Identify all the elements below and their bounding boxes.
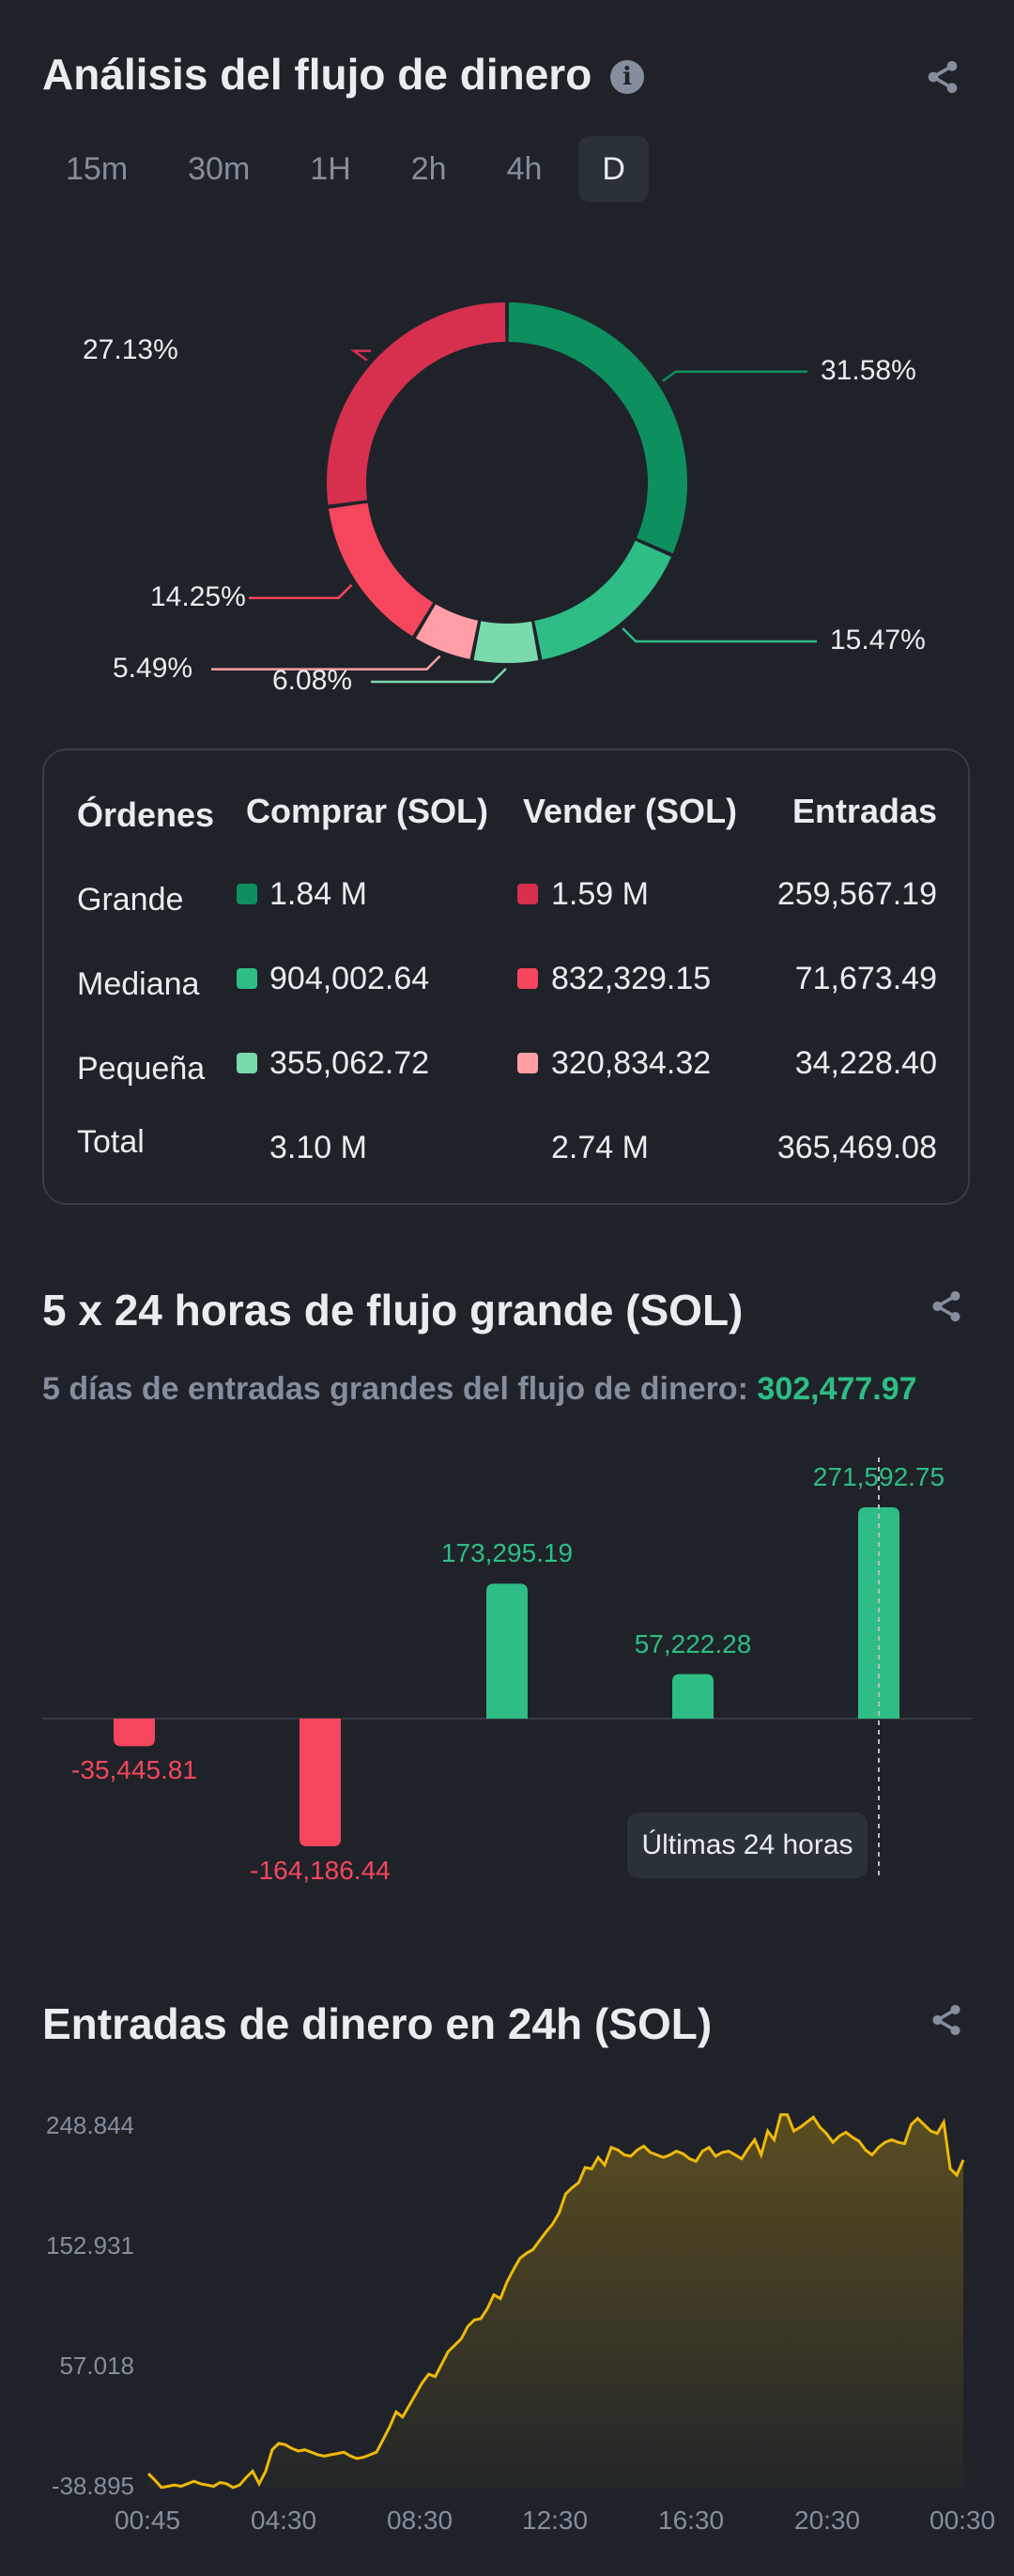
tab-30m[interactable]: 30m: [188, 151, 251, 187]
donut-percent-label: 31.58%: [821, 354, 916, 386]
flow-bar[interactable]: [858, 1507, 899, 1719]
tab-d[interactable]: D: [578, 136, 649, 202]
donut-percent-label: 6.08%: [272, 664, 353, 696]
x-axis-tick: 08:30: [387, 2506, 453, 2535]
share-icon[interactable]: [924, 58, 961, 96]
inflow-24h-title: Entradas de dinero en 24h (SOL): [42, 1999, 713, 2048]
bar-value-label: 173,295.19: [440, 1538, 574, 1568]
row-name: Grande: [77, 882, 184, 918]
large-flow-bar-chart[interactable]: [0, 1446, 1014, 1897]
x-axis-tick: 00:45: [115, 2506, 181, 2535]
inflow-value: 71,673.49: [794, 961, 937, 996]
subtitle-text: 5 días de entradas grandes del flujo de …: [42, 1371, 758, 1407]
total-inflow: 365,469.08: [776, 1130, 937, 1165]
sell-value: 832,329.15: [551, 961, 712, 996]
inflow-24h-area-chart[interactable]: [0, 2104, 1014, 2576]
y-axis-tick: 57.018: [59, 2352, 134, 2380]
row-name: Mediana: [77, 966, 200, 1002]
buy-value: 904,002.64: [269, 961, 430, 996]
tab-2h[interactable]: 2h: [410, 151, 447, 187]
share-icon[interactable]: [929, 2002, 964, 2038]
y-axis-tick: -38.895: [51, 2472, 134, 2500]
buy-color-swatch: [237, 1053, 257, 1073]
orders-table: Órdenes Comprar (SOL) Vender (SOL) Entra…: [42, 748, 970, 1205]
header-sell: Vender (SOL): [523, 792, 738, 830]
inflow-value: 34,228.40: [794, 1045, 937, 1081]
flow-bar[interactable]: [300, 1719, 341, 1847]
donut-percent-label: 27.13%: [83, 333, 178, 365]
donut-percent-label: 15.47%: [830, 625, 926, 656]
flow-bar[interactable]: [486, 1583, 528, 1719]
x-axis-tick: 04:30: [251, 2506, 317, 2535]
sell-value: 320,834.32: [551, 1045, 712, 1081]
area-fill: [148, 2114, 963, 2489]
flow-bar[interactable]: [672, 1674, 714, 1719]
tab-4h[interactable]: 4h: [506, 151, 543, 187]
donut-leader-line: [211, 655, 441, 671]
y-axis-tick: 152.931: [46, 2231, 134, 2260]
header-orders: Órdenes: [77, 795, 215, 834]
large-flow-subtitle: 5 días de entradas grandes del flujo de …: [42, 1371, 917, 1408]
sell-color-swatch: [517, 884, 538, 904]
bar-value-label: 271,592.75: [812, 1462, 945, 1491]
header-buy: Comprar (SOL): [246, 792, 489, 830]
bar-value-label: 57,222.28: [634, 1628, 752, 1658]
donut-chart: [211, 302, 817, 684]
donut-percent-label: 14.25%: [150, 580, 246, 612]
x-axis-tick: 20:30: [794, 2506, 861, 2535]
donut-segment: [327, 302, 506, 505]
row-name: Pequeña: [77, 1051, 206, 1087]
donut-leader-line: [249, 583, 353, 600]
info-icon[interactable]: i: [610, 60, 644, 94]
bar-value-label: -35,445.81: [71, 1755, 197, 1785]
buy-color-swatch: [237, 884, 257, 904]
x-axis-tick: 16:30: [658, 2506, 725, 2535]
buy-value: 1.84 M: [269, 876, 367, 912]
donut-leader-line: [662, 370, 807, 382]
donut-leader-line: [350, 349, 371, 362]
donut-segment: [473, 621, 539, 663]
x-axis-tick: 12:30: [522, 2506, 589, 2535]
y-axis-tick: 248.844: [46, 2111, 134, 2139]
total-sell: 2.74 M: [551, 1130, 649, 1165]
donut-segment: [508, 302, 687, 554]
sell-value: 1.59 M: [551, 876, 649, 912]
money-flow-title: Análisis del flujo de dinero: [42, 50, 592, 99]
donut-leader-line: [371, 668, 507, 684]
tab-1h[interactable]: 1H: [310, 151, 351, 187]
x-axis-tick: 00:30: [930, 2506, 996, 2535]
total-name: Total: [77, 1124, 145, 1160]
subtitle-value: 302,477.97: [757, 1371, 917, 1407]
header-inflow: Entradas: [791, 792, 937, 830]
inflow-value: 259,567.19: [776, 876, 937, 912]
interval-tabs: 15m 30m 1H 2h 4h D: [42, 136, 649, 202]
sell-color-swatch: [517, 968, 538, 989]
total-buy: 3.10 M: [269, 1130, 367, 1165]
flow-bar[interactable]: [114, 1719, 155, 1747]
bar-value-label: -164,186.44: [250, 1856, 391, 1886]
sell-color-swatch: [517, 1053, 538, 1073]
donut-percent-label: 5.49%: [113, 652, 193, 684]
buy-value: 355,062.72: [269, 1045, 430, 1081]
donut-segment: [415, 604, 479, 659]
inflow-line: [146, 2113, 965, 2490]
large-flow-title: 5 x 24 horas de flujo grande (SOL): [42, 1286, 744, 1334]
last-24h-tooltip: Últimas 24 horas: [627, 1812, 868, 1878]
donut-segment: [329, 502, 434, 637]
share-icon[interactable]: [929, 1288, 964, 1324]
donut-leader-line: [622, 627, 817, 643]
donut-segment: [534, 540, 671, 660]
buy-color-swatch: [237, 968, 257, 989]
tab-15m[interactable]: 15m: [66, 151, 129, 187]
